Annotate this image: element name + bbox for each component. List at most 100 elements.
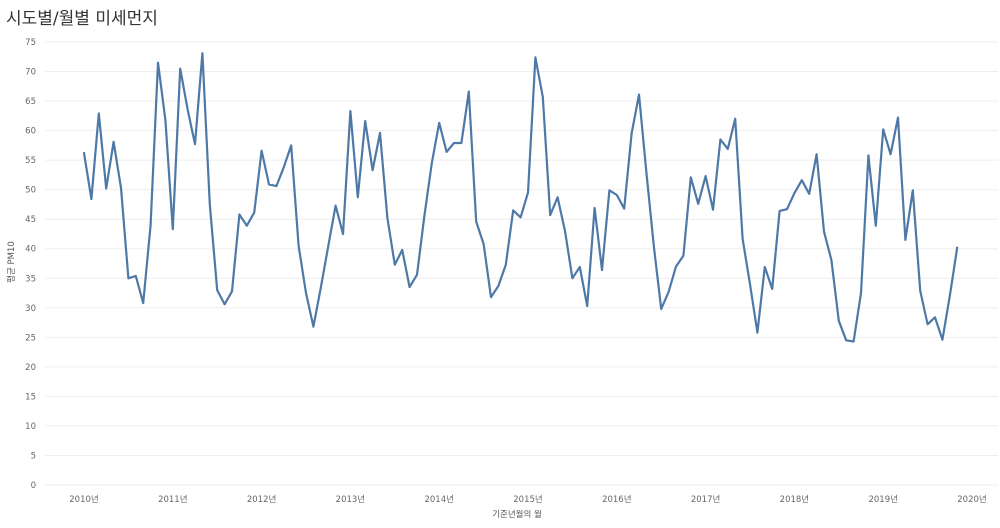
y-tick-label: 25 [25,333,36,343]
y-axis-label: 평균 PM10 [6,241,17,283]
data-point [556,196,559,199]
y-tick-label: 50 [25,186,36,196]
x-tick-label: 2011년 [158,494,187,505]
data-point [327,245,330,248]
data-point [564,230,566,232]
y-tick-label: 10 [25,422,36,432]
data-point [838,320,840,322]
data-point [349,110,352,112]
data-point [549,214,551,216]
data-point [201,52,204,54]
data-point [253,211,255,214]
data-point [416,273,418,276]
data-point [357,196,359,199]
data-point [616,194,618,196]
data-point [904,239,907,241]
data-point [408,286,411,288]
x-tick-label: 2015년 [513,494,542,505]
data-point [120,187,122,189]
data-point [142,302,144,304]
data-point [423,214,426,217]
data-point [194,143,196,145]
data-point [608,189,611,192]
data-point [875,224,877,227]
x-tick-label: 2014년 [424,494,453,505]
data-point [238,213,241,216]
y-tick-label: 55 [25,156,36,166]
data-point [223,303,226,306]
data-point [579,266,581,268]
data-point [778,210,781,212]
data-point [453,142,455,144]
gridlines [45,41,998,486]
data-point [926,323,929,326]
data-point [527,191,529,194]
data-point [719,138,722,141]
data-point [475,220,478,223]
data-point [941,338,944,341]
data-point [727,148,729,150]
data-point [756,331,759,334]
data-point [83,152,85,154]
y-tick-label: 35 [25,274,36,284]
x-tick-label: 2017년 [691,494,720,505]
x-tick-label: 2018년 [780,494,809,505]
series [82,52,959,343]
y-tick-label: 75 [25,38,36,48]
data-point [912,189,914,192]
data-point [801,179,803,181]
data-point [275,185,278,187]
data-point [497,285,500,287]
data-point [283,166,285,168]
data-point [919,289,921,292]
data-point [949,295,951,297]
data-point [675,265,677,268]
data-point [882,128,884,131]
x-axis-ticks: 2010년 2011년 2012년 2013년 2014년 2015년 2016년 2017년… [69,494,986,505]
data-point [490,296,492,299]
data-point [845,339,847,342]
data-point [379,132,381,134]
data-point [172,228,174,230]
data-point [342,233,344,235]
data-point [704,175,707,177]
data-point [519,216,522,219]
data-point [401,249,404,251]
data-point [667,291,670,293]
data-point [364,120,367,122]
y-tick-label: 5 [31,451,36,461]
data-point [682,255,685,257]
data-point [741,237,744,240]
x-tick-label: 2012년 [247,494,276,505]
x-tick-label: 2019년 [868,494,897,505]
data-point [231,290,233,293]
data-point [149,224,152,226]
data-point [216,289,218,291]
data-point [460,142,463,144]
data-point [786,208,788,210]
y-tick-label: 15 [25,392,36,402]
data-point [593,207,596,209]
data-point [571,277,574,280]
x-tick-label: 2016년 [602,494,631,505]
data-point [897,116,899,119]
data-point [660,308,662,310]
data-point [468,90,470,93]
data-point [112,141,115,143]
data-point [889,153,892,155]
data-point [586,305,588,307]
y-tick-label: 45 [25,215,36,225]
data-point [734,118,736,120]
y-tick-label: 0 [31,481,36,491]
data-point [505,263,507,266]
data-point [653,245,655,247]
data-point [815,153,818,155]
data-point [712,208,714,211]
data-point [186,108,189,111]
x-tick-label: 2013년 [336,494,365,505]
y-tick-label: 30 [25,304,36,314]
data-point [305,292,307,294]
data-point [157,61,159,64]
y-axis-ticks: 0 5 10 15 20 25 30 35 40 45 50 55 60 65 70 75 [25,38,36,491]
